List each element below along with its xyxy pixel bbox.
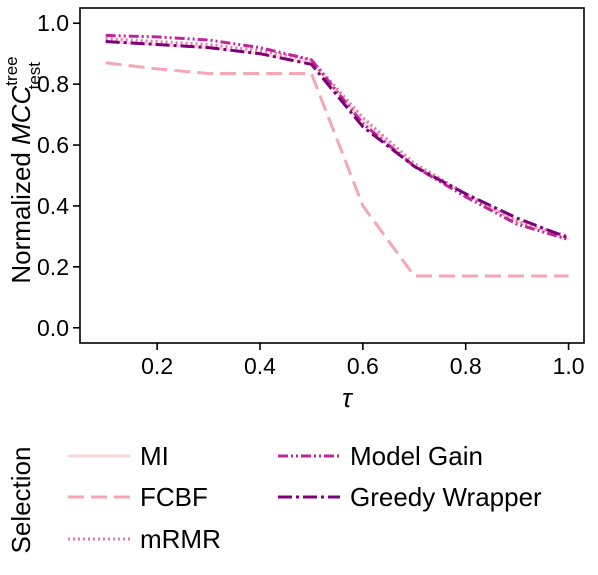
- x-tick-label: 0.6: [347, 353, 379, 379]
- plot-lines: [105, 33, 570, 278]
- series-line-fcbf: [105, 61, 569, 278]
- x-tick-label: 0.2: [141, 353, 173, 379]
- legend-title: Selection: [6, 447, 36, 554]
- y-axis-title-superscript: tree: [2, 56, 21, 85]
- y-tick-label: 0.6: [37, 132, 69, 158]
- series-line-mrmr: [105, 37, 570, 238]
- y-axis-title-subscript: test: [25, 62, 44, 90]
- x-tick-label: 0.8: [450, 353, 482, 379]
- x-tick-label: 1.0: [553, 353, 585, 379]
- legend-label: FCBF: [140, 482, 208, 512]
- y-tick-label: 1.0: [37, 10, 69, 36]
- y-tick-label: 0.0: [37, 315, 69, 341]
- series-line-model-gain: [105, 33, 570, 241]
- x-axis-ticks: 0.2 0.4 0.6 0.8 1.0: [141, 343, 585, 379]
- y-axis-ticks: 0.0 0.2 0.4 0.6 0.8 1.0: [37, 10, 80, 341]
- y-axis-title: Normalized MCCtree test: [2, 56, 44, 283]
- y-tick-label: 0.4: [37, 193, 69, 219]
- legend-label: mRMR: [140, 524, 221, 554]
- legend: MI FCBF mRMR Model Gain Greedy Wrapper: [68, 441, 542, 554]
- legend-label: MI: [140, 441, 169, 471]
- y-tick-label: 0.2: [37, 254, 69, 280]
- y-tick-label: 0.8: [37, 71, 69, 97]
- legend-label: Model Gain: [350, 441, 483, 471]
- y-axis-title-prefix: Normalized: [6, 145, 36, 284]
- plot-frame: [79, 7, 585, 344]
- y-axis-title-symbol: MCC: [6, 85, 36, 144]
- x-axis-title: τ: [342, 383, 354, 413]
- series-line-greedy-wrapper: [105, 40, 570, 240]
- legend-label: Greedy Wrapper: [350, 482, 542, 512]
- x-tick-label: 0.4: [244, 353, 276, 379]
